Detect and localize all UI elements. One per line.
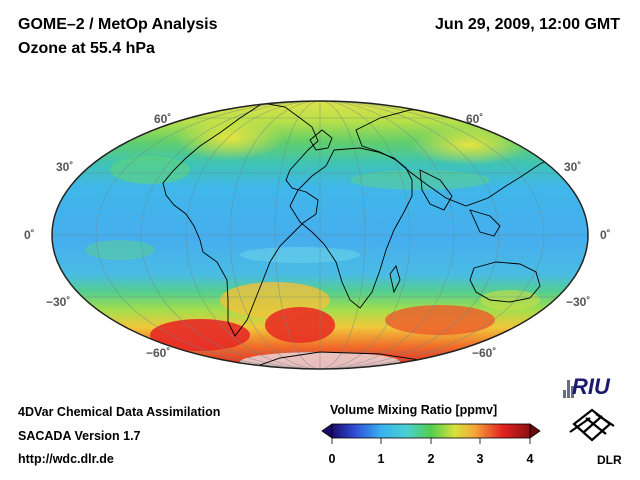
dlr-logo-text: DLR: [597, 453, 622, 467]
riu-logo-mark: [563, 380, 574, 398]
lat-label-30n-left: 30˚: [56, 160, 74, 174]
dlr-logo: [569, 408, 615, 442]
lat-label-60s-right: −60˚: [472, 346, 497, 360]
footer-version: SACADA Version 1.7: [18, 429, 141, 443]
lat-label-30s-right: −30˚: [566, 295, 591, 309]
datetime-title: Jun 29, 2009, 12:00 GMT: [435, 16, 620, 33]
colorbar-title: Volume Mixing Ratio [ppmv]: [330, 403, 498, 417]
lat-label-30n-right: 30˚: [564, 160, 582, 174]
lat-label-60n-left: 60˚: [154, 112, 172, 126]
product-title: GOME–2 / MetOp Analysis: [18, 16, 218, 33]
lat-label-60s-left: −60˚: [146, 346, 171, 360]
lat-label-eq-right: 0˚: [600, 228, 611, 242]
field-title: Ozone at 55.4 hPa: [18, 40, 155, 57]
colorbar-tick: 4: [526, 452, 534, 466]
lat-label-60n-right: 60˚: [466, 112, 484, 126]
colorbar-tick: 2: [427, 452, 435, 466]
colorbar-tick: 0: [328, 452, 336, 466]
riu-logo: RIU: [572, 374, 610, 399]
colorbar-tick: 3: [476, 452, 484, 466]
footer-method: 4DVar Chemical Data Assimilation: [18, 405, 221, 419]
footer-url[interactable]: http://wdc.dlr.de: [18, 452, 114, 466]
lat-label-30s-left: −30˚: [46, 295, 71, 309]
colorbar-tick: 1: [377, 452, 385, 466]
lat-label-eq-left: 0˚: [24, 228, 35, 242]
